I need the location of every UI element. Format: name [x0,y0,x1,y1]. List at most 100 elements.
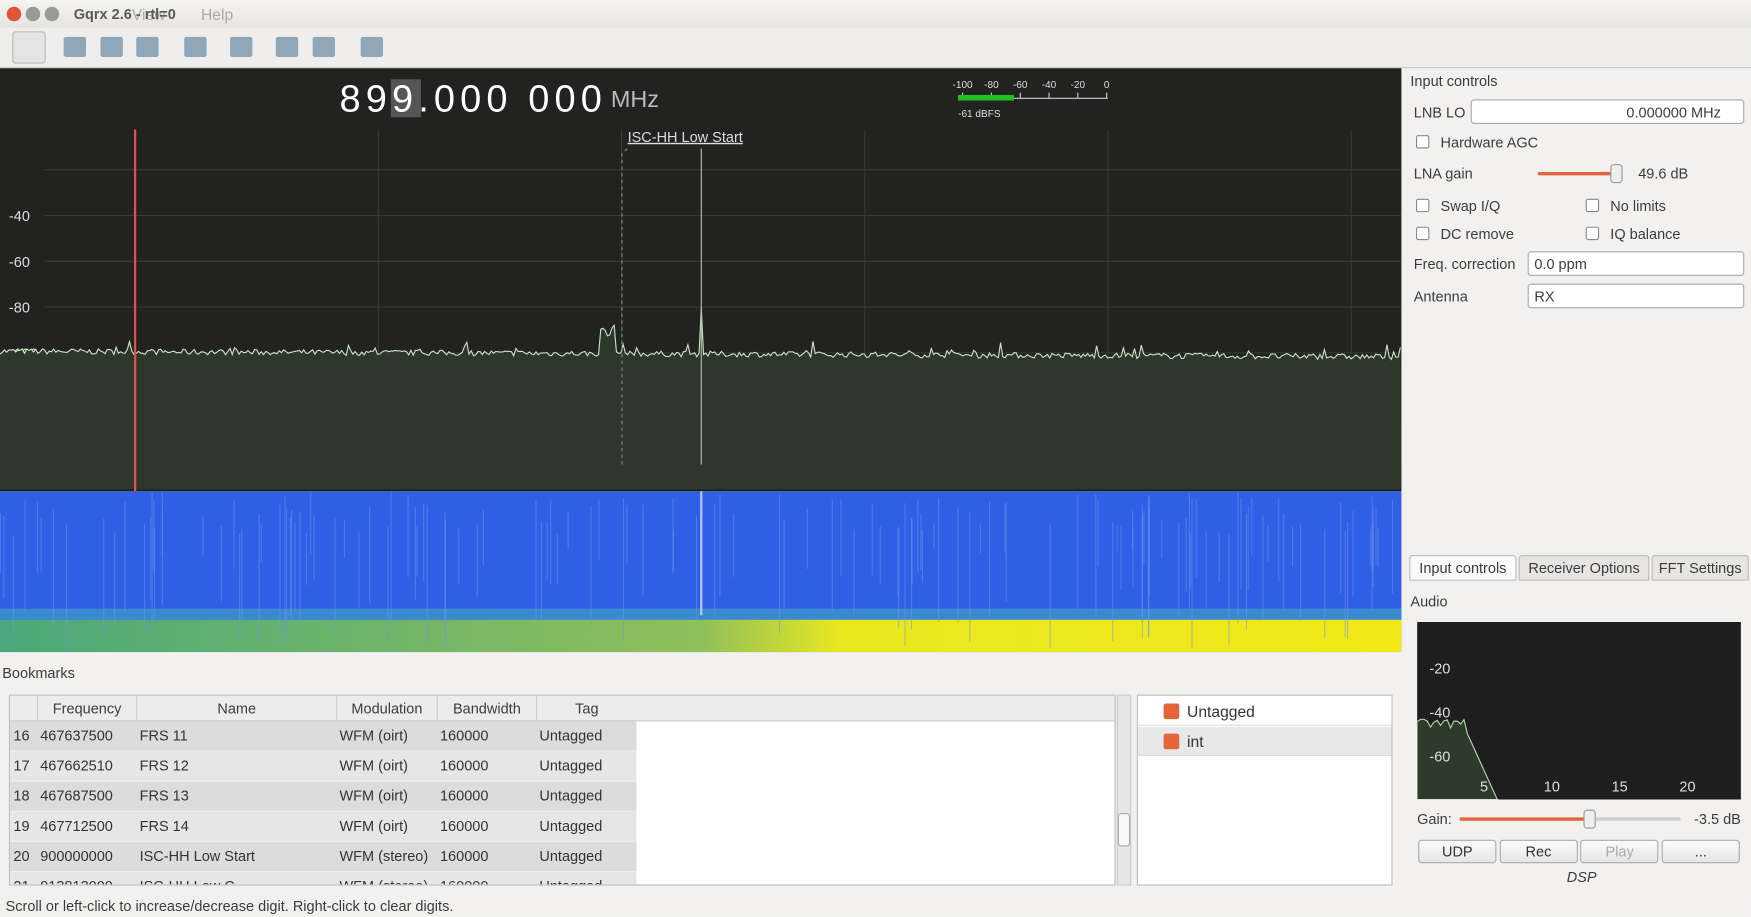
checkbox[interactable] [1163,733,1180,750]
cell: 160000 [439,847,489,865]
cell: Untagged [539,757,603,774]
play-button[interactable] [12,31,46,64]
checkbox[interactable] [1585,226,1600,241]
label: Freq. correction [1413,255,1516,273]
meter-scale-label: 0 [1104,80,1110,91]
cell: WFM (oirt) [339,726,409,744]
field[interactable]: RX [1527,283,1745,309]
row-number: 18 [13,787,30,805]
window-button[interactable] [6,6,22,22]
digit-highlight [390,79,421,118]
toolbar-icon[interactable] [184,36,207,57]
field[interactable]: 0.000000 MHz [1470,99,1745,124]
tag-name: Untagged [1187,702,1255,721]
checkbox[interactable] [1585,198,1600,213]
footer-label: DSP [1566,868,1597,886]
cell: WFM (stereo) [339,878,428,885]
row-bg[interactable] [10,811,637,842]
header [10,695,1115,722]
cell: FRS 11 [139,726,188,744]
x-tick-label: 15 [1612,780,1628,796]
slider-handle[interactable] [1583,809,1596,829]
cell: 467687500 [40,787,113,805]
column-header[interactable]: Tag [536,695,637,722]
row-bg[interactable] [10,781,637,812]
cell: 160000 [439,787,489,805]
label: -3.5 dB [1694,810,1741,828]
toolbar-icon[interactable] [230,36,253,57]
menu-item[interactable]: Help [201,5,234,24]
row-number: 21 [13,878,29,885]
toolbar-icon[interactable] [275,36,299,57]
toolbar-icon[interactable] [312,36,336,57]
spectrum-view[interactable]: -40-60-80-100-120-140899.0899.5900.0900.… [0,68,1402,653]
toolbar-icon[interactable] [360,36,384,57]
button[interactable]: ... [1661,839,1740,864]
frequency-digits: 899.000 000 [339,79,607,121]
toolbar-icon[interactable] [63,36,86,57]
menu-item[interactable]: View [131,5,166,24]
window-button[interactable] [25,6,41,22]
checkbox[interactable] [1415,135,1430,149]
cell: 160000 [439,757,489,774]
row-number: 16 [13,726,30,744]
cell: 160000 [440,878,488,885]
label: Swap I/Q [1440,197,1501,215]
cell: Untagged [539,787,603,805]
button[interactable]: Rec [1499,839,1578,864]
y-tick-label: -40 [9,209,30,225]
meter-level: -61 dBFS [958,109,1001,120]
row-bg[interactable] [10,872,637,885]
window-button[interactable] [44,6,60,22]
cell: 160000 [439,817,489,835]
frequency-unit: MHz [611,86,659,112]
row-bg[interactable] [10,841,637,873]
x-tick-label: 20 [1679,780,1695,796]
cell: 160000 [439,726,489,744]
tab[interactable]: Input controls [1409,554,1517,581]
row-number: 19 [13,817,30,835]
checkbox[interactable] [1415,226,1430,241]
tab[interactable]: FFT Settings [1651,554,1749,581]
row-bg[interactable] [10,721,637,752]
meter-bar [958,94,1014,101]
cell: Untagged [539,847,603,865]
label: Antenna [1413,288,1468,305]
y-tick-label: -60 [1429,750,1450,766]
meter-scale-label: -40 [1042,80,1057,91]
button[interactable]: Play [1580,839,1659,864]
cell: Untagged [539,726,603,744]
cell: WFM (oirt) [339,757,409,774]
slider-fill [1459,817,1590,821]
tab[interactable]: Receiver Options [1518,554,1650,581]
checkbox[interactable] [1163,703,1180,720]
meter-scale-label: -80 [984,80,999,91]
scrollbar [1116,694,1132,886]
y-tick-label: -80 [9,301,30,317]
row-bg[interactable] [10,751,637,782]
label: DC remove [1440,225,1514,243]
cell: ISC-HH Low Start [139,847,255,865]
button[interactable]: UDP [1418,839,1497,864]
checkbox[interactable] [1415,198,1430,213]
column-header[interactable]: Name [136,695,336,722]
toolbar-icon[interactable] [136,36,159,57]
column-header[interactable]: Bandwidth [436,695,536,722]
spectrum-trace [0,308,1401,361]
column-header[interactable]: Modulation [336,695,437,722]
cell: 900000000 [40,847,113,865]
x-tick-label: 5 [1480,780,1488,796]
column-header[interactable]: Frequency [36,695,136,722]
label: Hardware AGC [1440,134,1539,151]
scroll-thumb[interactable] [1117,812,1131,847]
table: Frequency Name Modulation Bandwidth Tag 16 467… [8,694,1116,886]
cell: WFM (stereo) [339,847,429,865]
row-number: 20 [13,847,30,865]
toolbar [0,27,1751,69]
cell: 467637500 [40,726,113,744]
toolbar-icon[interactable] [100,36,123,57]
slider-handle[interactable] [1610,164,1623,184]
audio-fill [1417,718,1499,800]
field[interactable]: 0.0 ppm [1527,251,1745,276]
